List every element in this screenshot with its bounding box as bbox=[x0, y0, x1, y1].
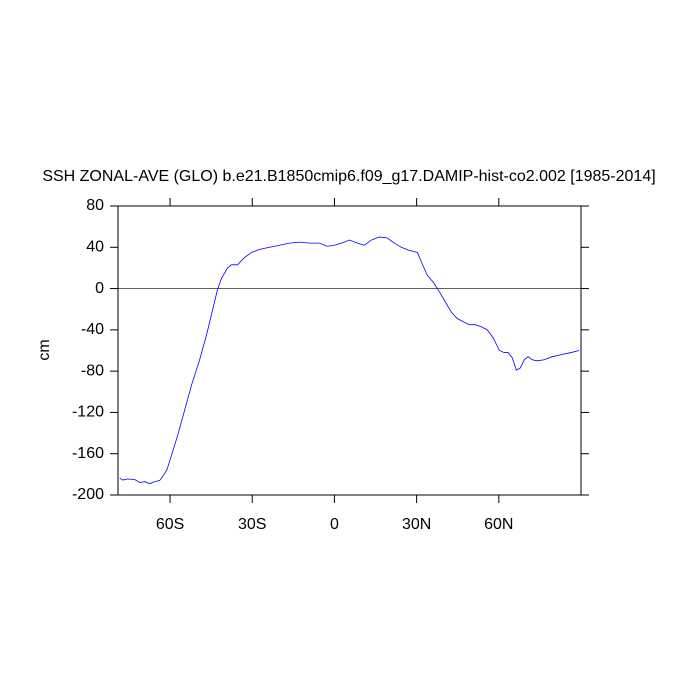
chart-title: SSH ZONAL-AVE (GLO) b.e21.B1850cmip6.f09… bbox=[42, 168, 655, 185]
y-tick-label: 80 bbox=[86, 197, 104, 214]
x-tick-label: 30S bbox=[238, 516, 266, 533]
plot-frame bbox=[117, 205, 582, 496]
y-tick-label: 40 bbox=[86, 239, 104, 256]
y-tick-label: -160 bbox=[72, 445, 104, 462]
y-tick-label: -80 bbox=[81, 362, 104, 379]
x-tick-label: 60N bbox=[484, 516, 513, 533]
x-tick-label: 60S bbox=[156, 516, 184, 533]
y-tick-label: -200 bbox=[72, 486, 104, 503]
data-line bbox=[119, 236, 580, 485]
y-tick-label: 0 bbox=[95, 280, 104, 297]
y-tick-label: -40 bbox=[81, 321, 104, 338]
x-tick-label: 30N bbox=[402, 516, 431, 533]
y-axis-label: cm bbox=[36, 339, 53, 360]
x-tick-label: 0 bbox=[330, 516, 339, 533]
y-tick-label: -120 bbox=[72, 404, 104, 421]
